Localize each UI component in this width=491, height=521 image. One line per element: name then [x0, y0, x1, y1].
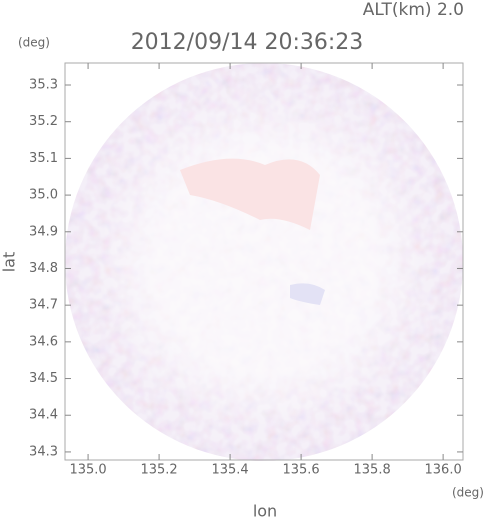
y-tick-label: 34.8: [29, 261, 58, 276]
y-tick-label: 35.2: [29, 114, 58, 129]
y-tick-label: 34.4: [29, 408, 58, 423]
x-tick-label: 135.6: [282, 463, 319, 478]
y-tick-label: 35.0: [29, 188, 58, 203]
y-tick-label: 34.9: [29, 224, 58, 239]
x-axis-label: lon: [253, 502, 277, 521]
y-tick-label: 35.1: [29, 151, 58, 166]
plot-frame: [64, 62, 464, 461]
subtitle: ALT(km) 2.0: [363, 0, 464, 20]
x-tick-label: 135.2: [140, 463, 177, 478]
y-tick-label: 34.3: [29, 444, 58, 459]
x-tick-label: 135.0: [69, 463, 106, 478]
y-tick-label: 35.3: [29, 78, 58, 93]
radar-image: [65, 63, 463, 461]
chart-title: 2012/09/14 20:36:23: [131, 30, 364, 55]
y-axis-label: lat: [0, 252, 19, 273]
y-tick-label: 34.6: [29, 334, 58, 349]
x-unit: (deg): [452, 486, 484, 500]
x-tick-label: 135.4: [211, 463, 248, 478]
x-tick-label: 136.0: [425, 463, 462, 478]
y-tick-label: 34.5: [29, 371, 58, 386]
y-unit: (deg): [18, 36, 50, 50]
y-tick-label: 34.7: [29, 298, 58, 313]
x-tick-label: 135.8: [354, 463, 391, 478]
